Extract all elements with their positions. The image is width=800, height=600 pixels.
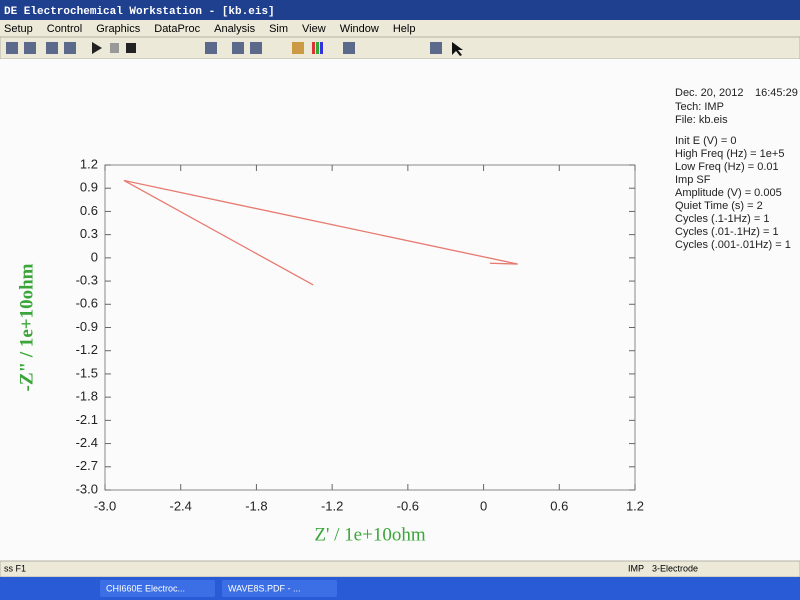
- icon[interactable]: [320, 42, 323, 54]
- menu-item[interactable]: DataProc: [154, 23, 200, 35]
- window-title: DE Electrochemical Workstation - [kb.eis…: [4, 6, 275, 18]
- menu-bar: [0, 20, 800, 37]
- title-bar: [0, 0, 800, 20]
- stop-icon[interactable]: [126, 43, 136, 53]
- run-icon[interactable]: [92, 42, 102, 54]
- info-param: Imp SF: [675, 174, 711, 186]
- y-tick-label: 0.9: [80, 180, 98, 195]
- status-electrode: 3-Electrode: [652, 563, 698, 573]
- x-tick-label: 0.6: [550, 498, 568, 513]
- toolbar: [0, 36, 800, 60]
- chart: -3.0 -2.4 -1.8 -1.2 -0.6 0 0.6 1.2 1.2 0.9 0.6 0.3 0…: [16, 156, 644, 545]
- icon[interactable]: [312, 42, 315, 54]
- menu-item[interactable]: Sim: [269, 23, 288, 35]
- icon[interactable]: [64, 42, 76, 54]
- x-tick-label: 0: [480, 498, 487, 513]
- y-tick-label: -0.6: [76, 296, 98, 311]
- x-axis-label: Z' / 1e+10ohm: [314, 524, 425, 545]
- icon[interactable]: [6, 42, 18, 54]
- y-tick-label: 0: [91, 249, 98, 264]
- menu-item[interactable]: Setup: [4, 23, 33, 35]
- y-tick-label: -1.5: [76, 365, 98, 380]
- menu-item[interactable]: Analysis: [214, 23, 255, 35]
- y-tick-label: -2.1: [76, 412, 98, 427]
- x-tick-label: -3.0: [94, 498, 116, 513]
- y-tick-label: 1.2: [80, 156, 98, 171]
- icon[interactable]: [24, 42, 36, 54]
- task-button[interactable]: [100, 580, 215, 597]
- status-left: ss F1: [4, 563, 26, 573]
- status-mode: IMP: [628, 563, 644, 573]
- icon[interactable]: [430, 42, 442, 54]
- chart-area: [0, 59, 800, 561]
- icon[interactable]: [46, 42, 58, 54]
- y-tick-label: -1.8: [76, 389, 98, 404]
- toolbar-icons: [6, 42, 463, 56]
- x-tick-label: -1.2: [321, 498, 343, 513]
- info-line: File: kb.eis: [675, 114, 728, 126]
- info-date: Dec. 20, 2012: [675, 87, 744, 99]
- task-label[interactable]: CHI660E Electroc...: [106, 583, 185, 593]
- x-tick-label: -1.8: [245, 498, 267, 513]
- y-tick-label: 0.3: [80, 226, 98, 241]
- y-axis-label: -Z" / 1e+10ohm: [16, 263, 37, 391]
- y-tick-label: -1.2: [76, 342, 98, 357]
- icon[interactable]: [205, 42, 217, 54]
- data-line: [123, 179, 518, 286]
- icon[interactable]: [316, 42, 319, 54]
- info-param: Low Freq (Hz) = 0.01: [675, 161, 779, 173]
- menu-item[interactable]: Help: [393, 23, 416, 35]
- info-param: Amplitude (V) = 0.005: [675, 187, 782, 199]
- info-param: High Freq (Hz) = 1e+5: [675, 148, 784, 160]
- y-tick-label: -3.0: [76, 481, 98, 496]
- info-time: 16:45:29: [755, 87, 798, 99]
- icon[interactable]: [232, 42, 244, 54]
- icon[interactable]: [292, 42, 304, 54]
- menu-item[interactable]: Graphics: [96, 23, 141, 35]
- info-param: Cycles (.001-.01Hz) = 1: [675, 239, 791, 251]
- y-tick-label: 0.6: [80, 203, 98, 218]
- menu-item[interactable]: Window: [340, 23, 379, 35]
- info-param: Cycles (.01-.1Hz) = 1: [675, 226, 779, 238]
- icon[interactable]: [250, 42, 262, 54]
- x-tick-label: -0.6: [397, 498, 419, 513]
- y-tick-label: -2.4: [76, 435, 98, 450]
- icon[interactable]: [343, 42, 355, 54]
- info-param: Quiet Time (s) = 2: [675, 200, 763, 212]
- menu-item[interactable]: View: [302, 23, 326, 35]
- y-tick-label: -0.9: [76, 319, 98, 334]
- y-tick-label: -0.3: [76, 273, 98, 288]
- task-label[interactable]: WAVE8S.PDF - ...: [228, 583, 301, 593]
- task-button[interactable]: [222, 580, 337, 597]
- pointer-icon[interactable]: [452, 42, 463, 56]
- info-param: Init E (V) = 0: [675, 135, 736, 147]
- x-tick-label: -2.4: [170, 498, 192, 513]
- y-tick-label: -2.7: [76, 458, 98, 473]
- menu-item[interactable]: Control: [47, 23, 82, 35]
- info-param: Cycles (.1-1Hz) = 1: [675, 213, 769, 225]
- info-line: Tech: IMP: [675, 101, 724, 113]
- pause-icon[interactable]: [110, 43, 119, 53]
- x-tick-label: 1.2: [626, 498, 644, 513]
- menu: Setup Control Graphics DataProc Analysis Sim V…: [4, 23, 415, 35]
